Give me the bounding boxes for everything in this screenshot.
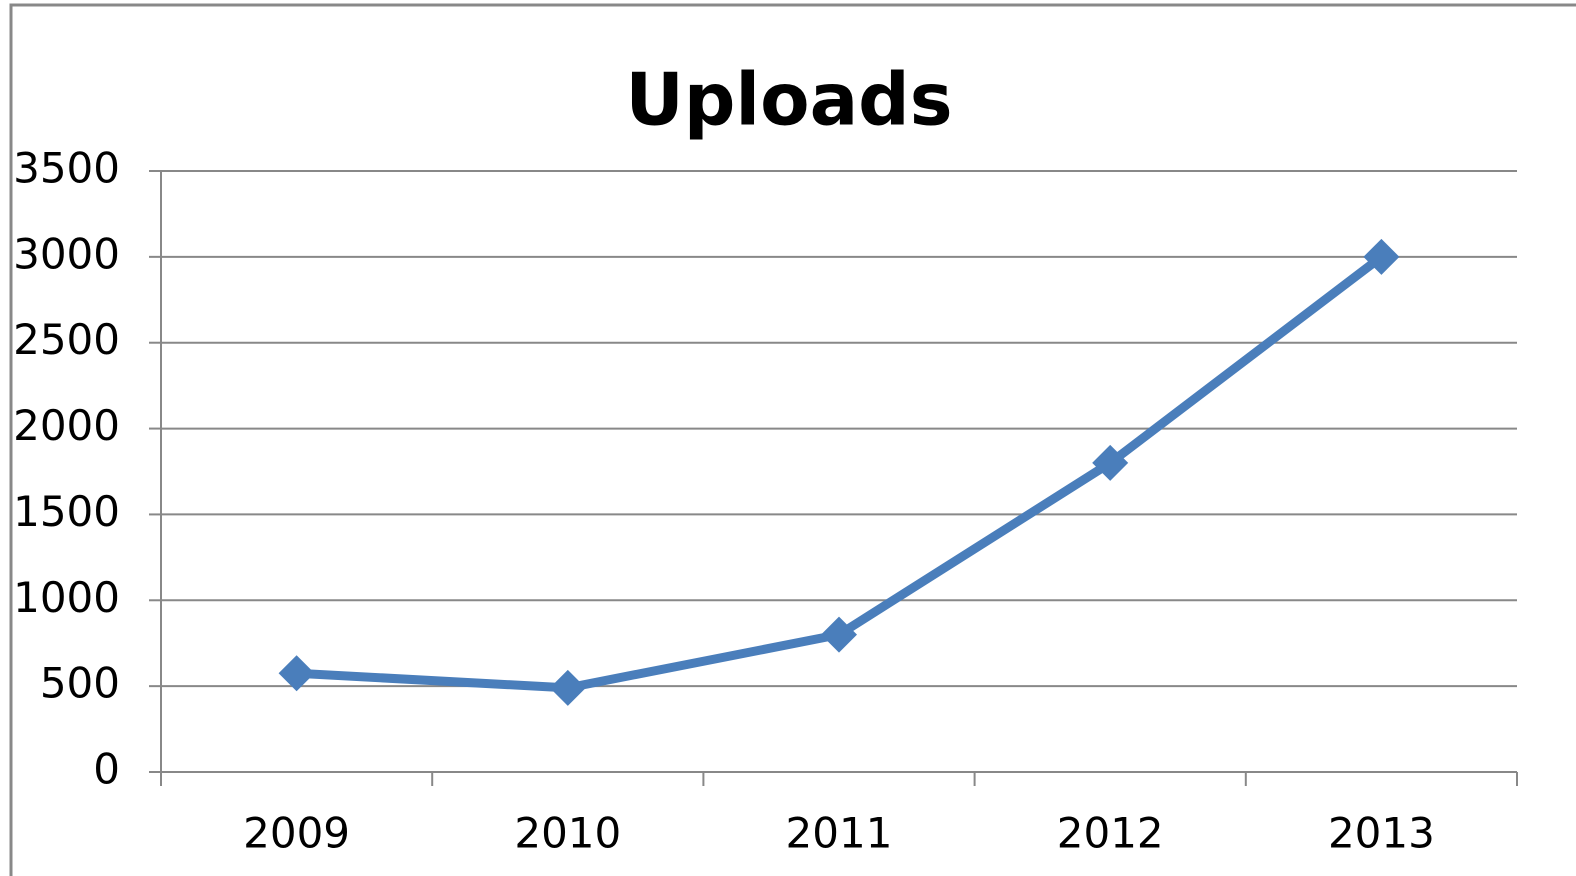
chart-frame xyxy=(9,3,1576,876)
data-point xyxy=(1363,238,1400,275)
chart-title: Uploads xyxy=(625,58,952,142)
data-point xyxy=(278,655,315,692)
x-tick-label: 2011 xyxy=(786,809,893,858)
y-tick-label: 3000 xyxy=(13,229,120,278)
x-tick-label: 2013 xyxy=(1328,809,1435,858)
x-tick-label: 2012 xyxy=(1057,809,1164,858)
y-tick-label: 2000 xyxy=(13,401,120,450)
x-tick-label: 2010 xyxy=(514,809,621,858)
y-tick-label: 2500 xyxy=(13,315,120,364)
data-point xyxy=(549,669,586,706)
x-tick-label: 2009 xyxy=(243,809,350,858)
data-point xyxy=(821,616,857,653)
y-tick-label: 0 xyxy=(93,745,120,794)
y-tick-label: 1000 xyxy=(13,573,120,622)
data-point xyxy=(1092,444,1129,481)
y-tick-label: 3500 xyxy=(13,144,120,193)
y-tick-label: 1500 xyxy=(13,487,120,536)
y-tick-label: 500 xyxy=(40,659,120,708)
